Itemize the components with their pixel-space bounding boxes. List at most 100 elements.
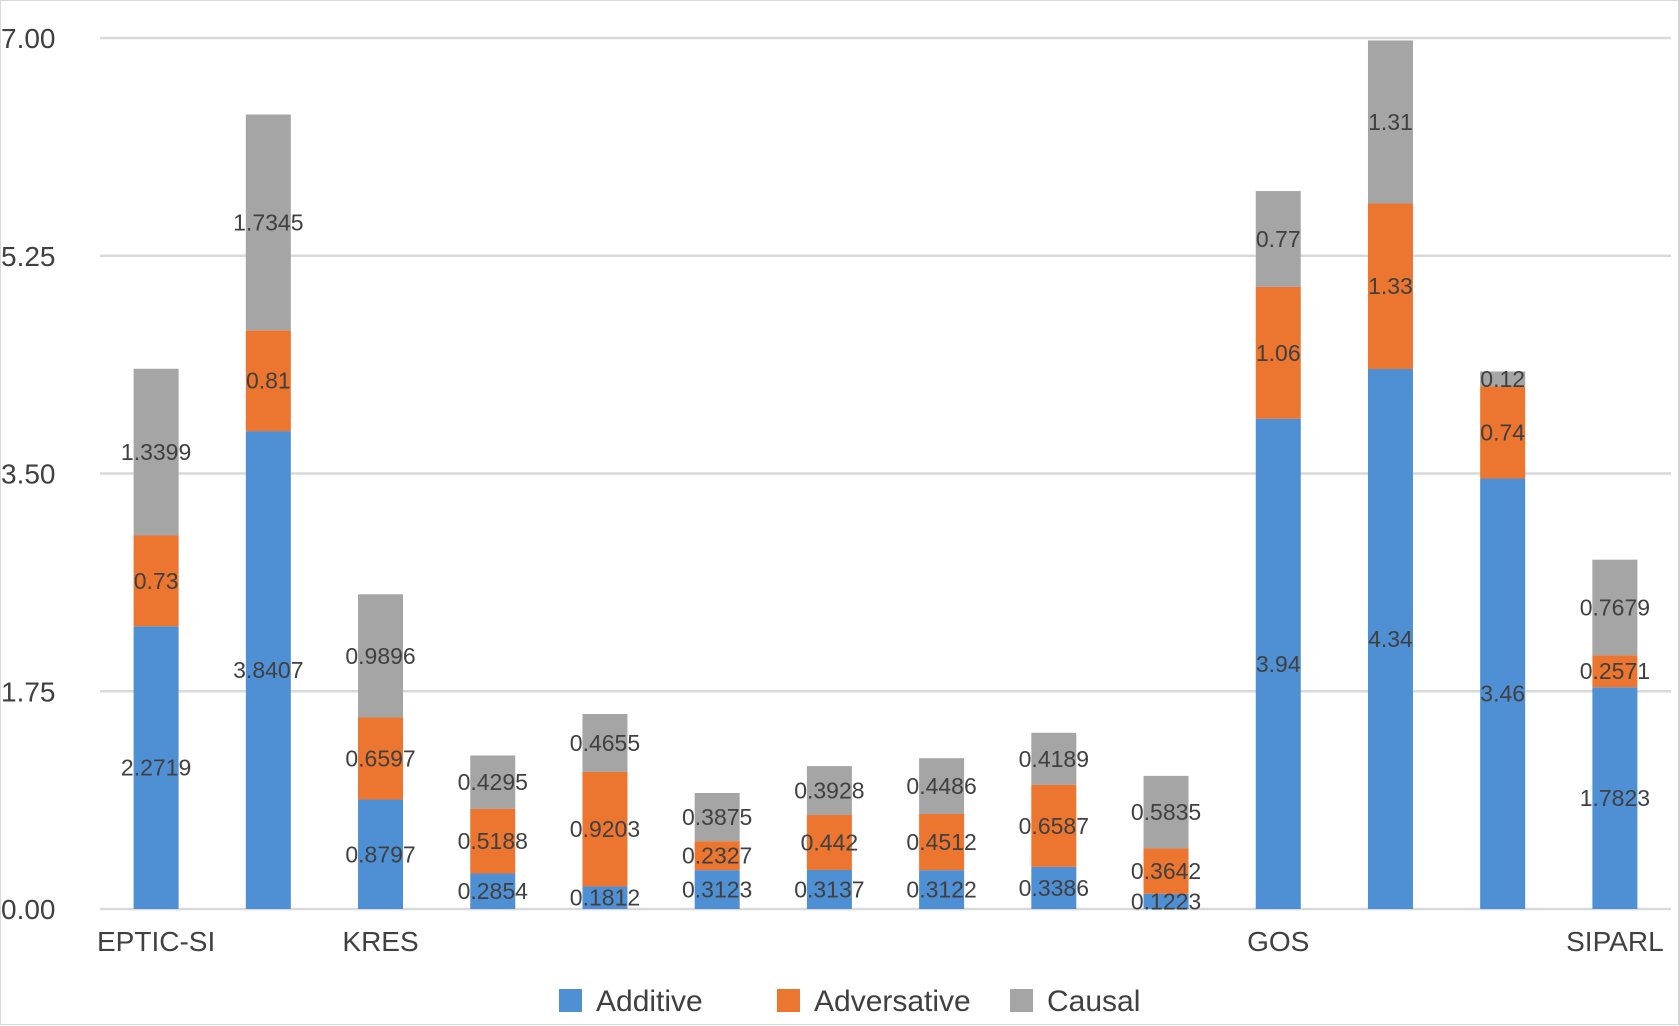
y-tick-label: 7.00 xyxy=(1,23,56,54)
data-label-causal-3: 0.4295 xyxy=(458,769,528,795)
data-label-causal-11: 1.31 xyxy=(1368,109,1413,135)
data-label-adversative-12: 0.74 xyxy=(1480,419,1525,445)
bar-causal-12 xyxy=(1480,371,1526,387)
bar-additive-0 xyxy=(133,626,179,909)
bar-additive-13 xyxy=(1592,687,1638,909)
y-tick-label: 0.00 xyxy=(1,894,56,925)
bar-causal-0 xyxy=(133,368,179,536)
legend-swatch-adversative xyxy=(777,989,800,1012)
data-label-adversative-9: 0.3642 xyxy=(1131,858,1201,884)
data-label-adversative-0: 0.73 xyxy=(134,568,179,594)
bar-additive-1 xyxy=(245,431,291,909)
bar-causal-3 xyxy=(470,755,516,809)
bar-causal-8 xyxy=(1031,732,1077,785)
data-label-adversative-8: 0.6587 xyxy=(1019,813,1089,839)
bar-additive-4 xyxy=(582,886,628,909)
data-label-causal-8: 0.4189 xyxy=(1019,746,1089,772)
data-label-adversative-10: 1.06 xyxy=(1256,340,1301,366)
bar-adversative-4 xyxy=(582,771,628,887)
data-label-additive-9: 0.1223 xyxy=(1131,888,1201,914)
bar-adversative-10 xyxy=(1255,286,1301,419)
data-label-adversative-7: 0.4512 xyxy=(906,829,976,855)
legend-swatch-causal xyxy=(1010,989,1033,1012)
data-label-adversative-1: 0.81 xyxy=(246,368,291,394)
bar-additive-11 xyxy=(1367,368,1413,910)
data-label-adversative-5: 0.2327 xyxy=(682,843,752,869)
x-category-label: KRES xyxy=(342,926,418,957)
bar-causal-10 xyxy=(1255,191,1301,287)
y-tick-label: 5.25 xyxy=(1,241,56,272)
bar-additive-2 xyxy=(358,799,404,909)
bar-adversative-8 xyxy=(1031,784,1077,867)
data-label-additive-11: 4.34 xyxy=(1368,626,1413,652)
bar-adversative-7 xyxy=(919,814,965,871)
bar-causal-2 xyxy=(358,594,404,718)
bar-adversative-1 xyxy=(245,330,291,432)
data-label-additive-13: 1.7823 xyxy=(1580,785,1650,811)
data-label-adversative-11: 1.33 xyxy=(1368,273,1413,299)
data-label-causal-13: 0.7679 xyxy=(1580,594,1650,620)
data-label-additive-8: 0.3386 xyxy=(1019,875,1089,901)
data-label-additive-0: 2.2719 xyxy=(121,755,191,781)
bar-adversative-13 xyxy=(1592,655,1638,688)
bar-additive-7 xyxy=(919,870,965,909)
bar-additive-9 xyxy=(1143,893,1189,909)
bar-causal-7 xyxy=(919,758,965,815)
x-category-label: GOS xyxy=(1247,926,1309,957)
data-label-causal-12: 0.12 xyxy=(1480,366,1525,392)
data-label-causal-4: 0.4655 xyxy=(570,730,640,756)
legend-label-causal: Causal xyxy=(1047,985,1140,1018)
data-label-adversative-3: 0.5188 xyxy=(458,828,528,854)
bar-additive-5 xyxy=(694,870,740,909)
data-label-additive-2: 0.8797 xyxy=(345,841,415,867)
bar-additive-6 xyxy=(806,869,852,909)
bar-adversative-5 xyxy=(694,841,740,871)
bar-adversative-11 xyxy=(1367,203,1413,369)
x-category-label: EPTIC-SI xyxy=(97,926,215,957)
bar-causal-13 xyxy=(1592,559,1638,656)
data-label-causal-5: 0.3875 xyxy=(682,804,752,830)
data-label-additive-12: 3.46 xyxy=(1480,681,1525,707)
data-label-causal-1: 1.7345 xyxy=(233,209,303,235)
data-label-causal-10: 0.77 xyxy=(1256,226,1301,252)
data-label-causal-7: 0.4486 xyxy=(906,773,976,799)
y-tick-label: 1.75 xyxy=(1,676,56,707)
legend-label-adversative: Adversative xyxy=(814,985,971,1018)
legend-label-additive: Additive xyxy=(596,985,703,1018)
bar-additive-12 xyxy=(1480,478,1526,909)
data-label-additive-4: 0.1812 xyxy=(570,885,640,911)
bar-additive-10 xyxy=(1255,418,1301,909)
data-label-additive-7: 0.3122 xyxy=(906,877,976,903)
data-label-causal-0: 1.3399 xyxy=(121,439,191,465)
data-label-additive-5: 0.3123 xyxy=(682,877,752,903)
bar-adversative-2 xyxy=(358,717,404,800)
data-label-adversative-2: 0.6597 xyxy=(345,745,415,771)
y-tick-label: 3.50 xyxy=(1,459,56,490)
data-label-additive-3: 0.2854 xyxy=(458,878,529,904)
bar-adversative-12 xyxy=(1480,386,1526,479)
bar-additive-8 xyxy=(1031,866,1077,909)
bar-causal-4 xyxy=(582,714,628,772)
data-label-adversative-4: 0.9203 xyxy=(570,816,640,842)
data-label-causal-6: 0.3928 xyxy=(794,778,864,804)
data-label-additive-10: 3.94 xyxy=(1256,651,1301,677)
data-label-adversative-6: 0.442 xyxy=(801,829,859,855)
data-label-causal-9: 0.5835 xyxy=(1131,799,1201,825)
bar-adversative-6 xyxy=(806,814,852,870)
bar-causal-6 xyxy=(806,766,852,815)
bar-causal-9 xyxy=(1143,775,1189,849)
data-label-additive-6: 0.3137 xyxy=(794,876,864,902)
data-label-causal-2: 0.9896 xyxy=(345,643,415,669)
legend-swatch-additive xyxy=(559,989,582,1012)
x-category-label: SIPARL xyxy=(1566,926,1664,957)
data-label-additive-1: 3.8407 xyxy=(233,657,303,683)
bar-causal-11 xyxy=(1367,40,1413,204)
bar-adversative-9 xyxy=(1143,848,1189,894)
data-label-adversative-13: 0.2571 xyxy=(1580,658,1650,684)
bar-adversative-3 xyxy=(470,808,516,874)
bar-causal-5 xyxy=(694,792,740,842)
bar-adversative-0 xyxy=(133,535,179,627)
bar-additive-3 xyxy=(470,873,516,909)
